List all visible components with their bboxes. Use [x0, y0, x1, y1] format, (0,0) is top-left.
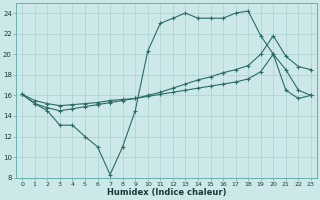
- X-axis label: Humidex (Indice chaleur): Humidex (Indice chaleur): [107, 188, 226, 197]
